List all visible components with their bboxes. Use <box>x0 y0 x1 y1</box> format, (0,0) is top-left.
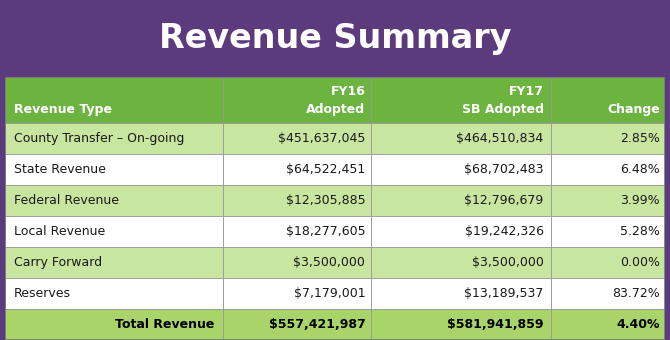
Text: 6.48%: 6.48% <box>620 163 660 176</box>
Text: $3,500,000: $3,500,000 <box>293 256 365 269</box>
Text: 0.00%: 0.00% <box>620 256 660 269</box>
Text: Federal Revenue: Federal Revenue <box>14 194 119 207</box>
Text: 3.99%: 3.99% <box>620 194 660 207</box>
Text: $13,189,537: $13,189,537 <box>464 287 543 300</box>
Bar <box>551 123 665 154</box>
Text: $581,941,859: $581,941,859 <box>447 318 543 331</box>
Text: FY16: FY16 <box>330 85 365 98</box>
Bar <box>5 247 223 278</box>
Bar <box>371 185 551 216</box>
Bar <box>5 278 223 309</box>
Bar <box>223 76 371 123</box>
Text: $3,500,000: $3,500,000 <box>472 256 543 269</box>
Bar <box>371 216 551 247</box>
Text: Revenue Summary: Revenue Summary <box>159 22 511 55</box>
Text: Revenue Type: Revenue Type <box>14 103 112 117</box>
Text: $64,522,451: $64,522,451 <box>286 163 365 176</box>
Text: County Transfer – On-going: County Transfer – On-going <box>14 132 184 145</box>
Bar <box>371 309 551 340</box>
Text: Change: Change <box>607 103 660 117</box>
Text: $7,179,001: $7,179,001 <box>293 287 365 300</box>
Text: $12,796,679: $12,796,679 <box>464 194 543 207</box>
Text: Adopted: Adopted <box>306 103 365 117</box>
Bar <box>371 278 551 309</box>
Bar <box>5 123 223 154</box>
Bar <box>223 154 371 185</box>
Bar <box>223 247 371 278</box>
Bar <box>371 247 551 278</box>
Text: 5.28%: 5.28% <box>620 225 660 238</box>
Text: $557,421,987: $557,421,987 <box>269 318 365 331</box>
Text: SB Adopted: SB Adopted <box>462 103 543 117</box>
Bar <box>223 185 371 216</box>
Bar <box>551 185 665 216</box>
Bar <box>5 185 223 216</box>
Text: FY17: FY17 <box>509 85 543 98</box>
Bar <box>551 278 665 309</box>
Bar <box>551 309 665 340</box>
Text: $451,637,045: $451,637,045 <box>278 132 365 145</box>
Bar <box>551 76 665 123</box>
Bar <box>223 123 371 154</box>
Text: $12,305,885: $12,305,885 <box>285 194 365 207</box>
Bar <box>551 154 665 185</box>
Text: 2.85%: 2.85% <box>620 132 660 145</box>
Text: $464,510,834: $464,510,834 <box>456 132 543 145</box>
Text: Carry Forward: Carry Forward <box>14 256 103 269</box>
Bar <box>551 247 665 278</box>
Text: $19,242,326: $19,242,326 <box>464 225 543 238</box>
Bar <box>223 216 371 247</box>
Bar <box>371 123 551 154</box>
Bar <box>371 76 551 123</box>
Bar <box>223 278 371 309</box>
Bar <box>551 216 665 247</box>
Text: State Revenue: State Revenue <box>14 163 106 176</box>
Text: Total Revenue: Total Revenue <box>115 318 214 331</box>
Text: $68,702,483: $68,702,483 <box>464 163 543 176</box>
Bar <box>5 309 223 340</box>
Text: 83.72%: 83.72% <box>612 287 660 300</box>
Text: Reserves: Reserves <box>14 287 71 300</box>
Text: $18,277,605: $18,277,605 <box>285 225 365 238</box>
Bar <box>5 76 223 123</box>
Text: Local Revenue: Local Revenue <box>14 225 105 238</box>
Bar <box>223 309 371 340</box>
Bar <box>5 154 223 185</box>
Bar <box>371 154 551 185</box>
Bar <box>5 216 223 247</box>
Text: 4.40%: 4.40% <box>616 318 660 331</box>
